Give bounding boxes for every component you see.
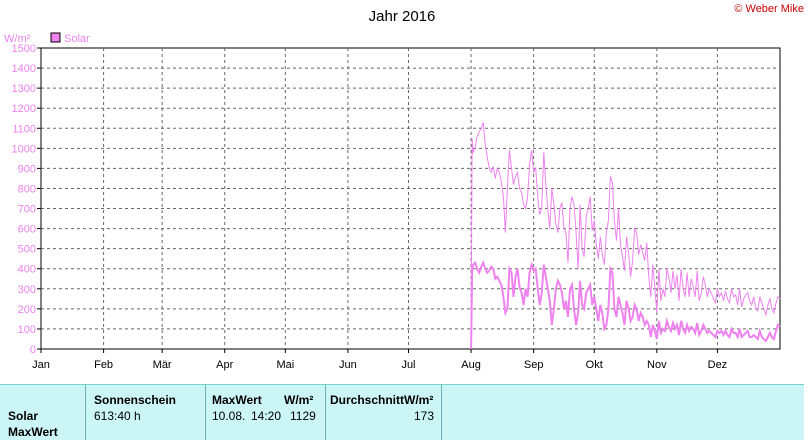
y-axis: 0 100 200 300 400 500 600 700 800 900 1000 1100 1200…: [12, 43, 41, 356]
legend-label: Solar: [64, 33, 90, 45]
row-label-maxwert: MaxWert: [8, 425, 58, 439]
y-tick-label: 800: [18, 183, 36, 195]
y-tick-label: 300: [18, 284, 36, 296]
maxwert-unit: W/m²: [284, 393, 314, 407]
y-tick-label: 200: [18, 304, 36, 316]
legend-swatch: [50, 32, 61, 43]
summary-table: Solar MaxWert Sonnenschein 613:40 h MaxW…: [0, 384, 804, 440]
series-line-max: [470, 122, 781, 350]
y-tick-label: 700: [18, 204, 36, 216]
x-tick-label: Jul: [401, 359, 415, 371]
x-tick-label: Jun: [339, 359, 357, 371]
y-tick-label: 500: [18, 244, 36, 256]
x-tick-label: Mär: [153, 359, 172, 371]
y-tick-label: 1000: [12, 143, 36, 155]
x-tick-label: Okt: [586, 359, 603, 371]
x-tick-label: Dez: [708, 359, 728, 371]
x-tick-label: Sep: [524, 359, 544, 371]
durchschnitt-unit: W/m²: [404, 393, 434, 407]
maxwert-header: MaxWert: [212, 393, 262, 407]
x-tick-label: Jan: [32, 359, 50, 371]
y-tick-label: 600: [18, 224, 36, 236]
maxwert-time: 14:20: [251, 409, 282, 423]
x-tick-label: Aug: [461, 359, 481, 371]
y-tick-label: 400: [18, 264, 36, 276]
row-label-solar: Solar: [8, 409, 39, 423]
row-label-column: Solar MaxWert: [0, 385, 86, 440]
maxwert-date: 10.08.: [212, 409, 246, 423]
x-tick-label: Mai: [276, 359, 294, 371]
x-tick-label: Feb: [94, 359, 113, 371]
y-tick-label: 0: [30, 344, 36, 356]
solar-year-chart: Jahr 2016 W/m² Solar 0 100 200 300 400 500 600…: [4, 8, 781, 371]
chart-title: Jahr 2016: [369, 8, 436, 25]
x-axis: Jan Feb Mär Apr Mai Jun Jul Aug Sep Okt Nov Dez: [32, 349, 727, 371]
y-tick-label: 1500: [12, 43, 36, 55]
y-axis-unit: W/m²: [4, 33, 31, 45]
y-tick-label: 100: [18, 324, 36, 336]
y-tick-label: 1400: [12, 63, 36, 75]
durchschnitt-value: 173: [414, 409, 435, 423]
x-tick-label: Nov: [647, 359, 667, 371]
grid-lines: [41, 48, 780, 349]
maxwert-value: 1129: [290, 409, 316, 423]
x-tick-label: Apr: [216, 359, 233, 371]
maxwert-column: MaxWert W/m² 10.08. 14:20 1129: [206, 385, 326, 440]
y-tick-label: 900: [18, 163, 36, 175]
y-tick-label: 1300: [12, 83, 36, 95]
sonnenschein-column: Sonnenschein 613:40 h: [86, 385, 206, 440]
sonnenschein-value: 613:40 h: [94, 409, 141, 423]
durchschnitt-header: Durchschnitt: [330, 393, 405, 407]
durchschnitt-column: Durchschnitt W/m² 173: [326, 385, 442, 440]
copyright-label: © Weber Mike: [734, 3, 804, 15]
series-group: [470, 122, 781, 350]
y-tick-label: 1100: [12, 123, 36, 135]
sonnenschein-header: Sonnenschein: [94, 393, 177, 407]
y-tick-label: 1200: [12, 103, 36, 115]
series-line-avg: [470, 260, 781, 350]
plot-frame: [40, 47, 781, 350]
